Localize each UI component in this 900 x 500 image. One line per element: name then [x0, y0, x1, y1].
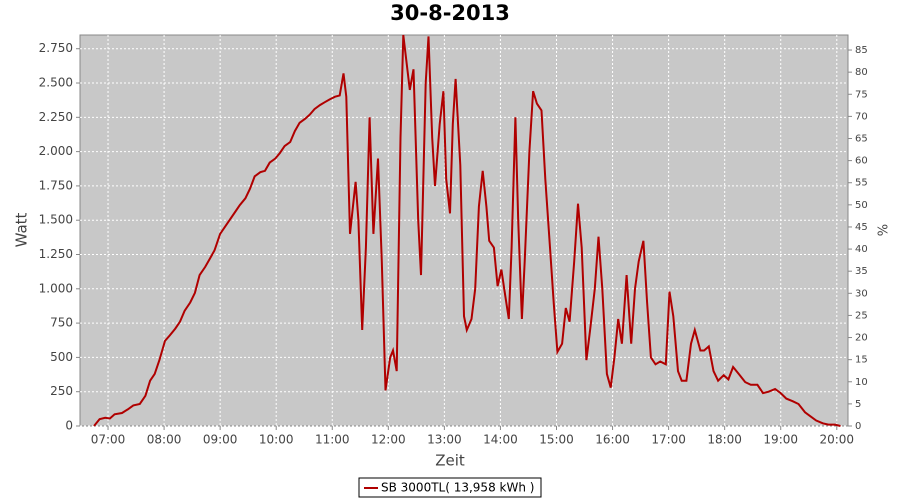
- y2-tick-label: 35: [855, 266, 868, 277]
- y-tick-label: 2.250: [39, 110, 73, 124]
- y2-axis-label: %: [877, 224, 892, 236]
- x-tick-label: 15:00: [539, 433, 574, 447]
- x-tick-label: 18:00: [707, 433, 742, 447]
- y-tick-label: 2.500: [39, 76, 73, 90]
- y-tick-label: 0: [65, 419, 73, 433]
- y-tick-label: 1.000: [39, 281, 73, 295]
- y-tick-label: 1.500: [39, 213, 73, 227]
- y-tick-label: 1.750: [39, 178, 73, 192]
- y-tick-label: 500: [50, 350, 73, 364]
- x-tick-label: 10:00: [259, 433, 294, 447]
- x-axis-label: Zeit: [435, 452, 465, 470]
- y2-tick-label: 25: [855, 310, 868, 321]
- plot-area: [79, 34, 849, 427]
- x-tick-label: 09:00: [203, 433, 238, 447]
- y2-tick-label: 15: [855, 355, 868, 366]
- y2-tick-label: 70: [855, 111, 868, 122]
- y-tick-label: 1.250: [39, 247, 73, 261]
- x-tick-label: 08:00: [147, 433, 182, 447]
- y2-tick-label: 85: [855, 45, 868, 56]
- x-tick-label: 19:00: [763, 433, 798, 447]
- x-tick-label: 17:00: [651, 433, 686, 447]
- y2-tick-label: 5: [855, 399, 861, 410]
- y2-tick-label: 20: [855, 333, 868, 344]
- x-tick-label: 07:00: [91, 433, 126, 447]
- data-line: [93, 34, 841, 427]
- y-tick-label: 2.750: [39, 41, 73, 55]
- y2-tick-label: 65: [855, 134, 868, 145]
- x-tick-label: 14:00: [483, 433, 518, 447]
- y2-tick-label: 10: [855, 377, 868, 388]
- legend-label: SB 3000TL( 13,958 kWh ): [381, 481, 534, 495]
- y-tick-label: 250: [50, 384, 73, 398]
- legend: [358, 477, 542, 498]
- y2-tick-label: 75: [855, 89, 868, 100]
- y-tick-label: 750: [50, 316, 73, 330]
- y2-tick-label: 80: [855, 67, 868, 78]
- x-tick-label: 20:00: [819, 433, 854, 447]
- y-axis-label: Watt: [13, 212, 31, 247]
- y2-tick-label: 50: [855, 200, 868, 211]
- x-tick-label: 16:00: [595, 433, 630, 447]
- y2-tick-label: 0: [855, 421, 861, 432]
- y2-tick-label: 60: [855, 156, 868, 167]
- x-tick-label: 11:00: [315, 433, 350, 447]
- y-tick-label: 2.000: [39, 144, 73, 158]
- y2-tick-label: 40: [855, 244, 868, 255]
- chart-title: 30-8-2013: [390, 1, 510, 25]
- y2-tick-label: 30: [855, 288, 868, 299]
- y2-tick-label: 45: [855, 222, 868, 233]
- x-tick-label: 12:00: [371, 433, 406, 447]
- y2-tick-label: 55: [855, 178, 868, 189]
- x-tick-label: 13:00: [427, 433, 462, 447]
